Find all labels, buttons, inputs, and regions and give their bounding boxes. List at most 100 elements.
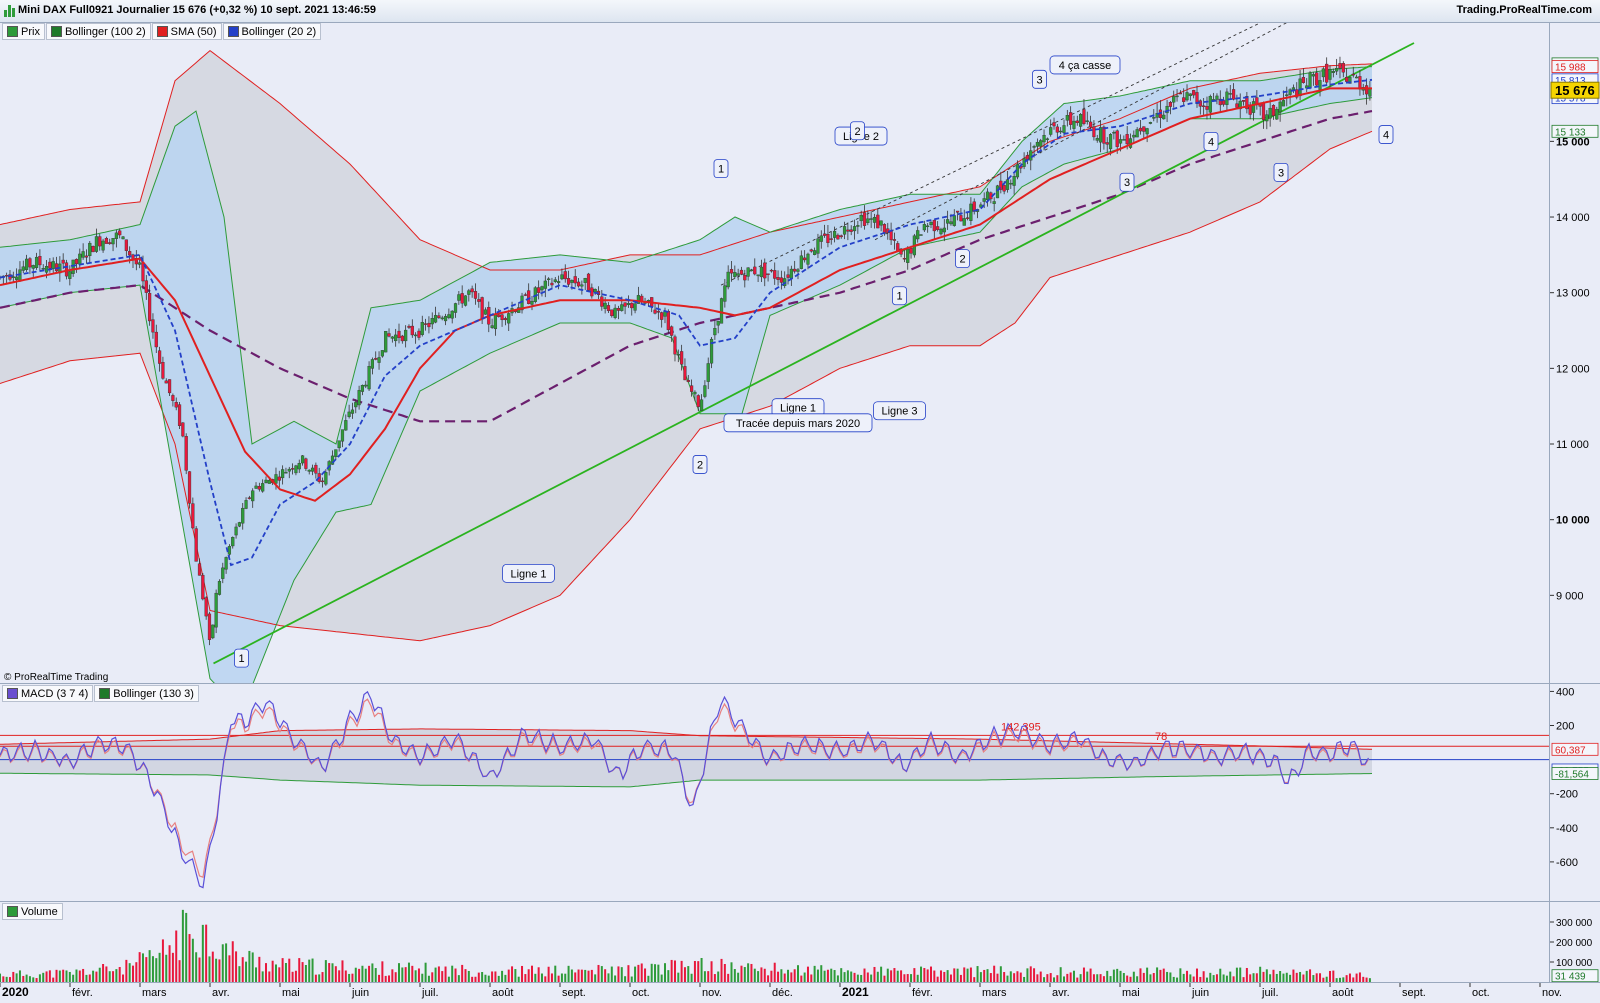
candle-body bbox=[832, 230, 837, 238]
candle-body bbox=[1351, 73, 1355, 76]
volume-bar bbox=[1069, 972, 1072, 982]
candle-body bbox=[942, 227, 946, 233]
volume-bar bbox=[318, 974, 321, 982]
candle-body bbox=[557, 281, 561, 284]
volume-bar bbox=[22, 975, 25, 982]
candle-body bbox=[653, 309, 657, 314]
candle-body bbox=[111, 238, 115, 245]
candle-body bbox=[374, 358, 378, 360]
legend-item[interactable]: SMA (50) bbox=[151, 23, 222, 40]
legend-item[interactable]: Volume bbox=[2, 903, 63, 920]
candle-body bbox=[985, 191, 990, 201]
legend-item[interactable]: Prix bbox=[2, 23, 45, 40]
candle-body bbox=[530, 300, 534, 305]
candle-body bbox=[284, 471, 288, 474]
macd-tick-label: 400 bbox=[1556, 686, 1574, 698]
candle-body bbox=[1162, 114, 1166, 120]
marker-label: 1 bbox=[896, 291, 902, 303]
candle-body bbox=[1148, 122, 1153, 124]
candle-body bbox=[108, 242, 112, 244]
volume-bar bbox=[797, 965, 799, 982]
candle-body bbox=[453, 303, 458, 313]
volume-bar bbox=[191, 938, 194, 982]
macd-tick-label: -600 bbox=[1556, 857, 1578, 869]
macd-level-box bbox=[1551, 767, 1599, 780]
volume-bar bbox=[647, 975, 650, 982]
volume-bar bbox=[205, 924, 208, 982]
legend-item[interactable]: Bollinger (130 3) bbox=[94, 685, 199, 702]
time-axis[interactable]: 2020 févr. mars avr. mai juin juil. août sept. oc… bbox=[0, 983, 1600, 1000]
annotation-label: Ligne 1 bbox=[510, 568, 546, 580]
volume-axis[interactable]: 300 000 200 000 100 000 31 439 bbox=[1550, 902, 1600, 983]
legend-item[interactable]: MACD (3 7 4) bbox=[2, 685, 94, 702]
candle-body bbox=[1125, 134, 1129, 145]
volume-bar bbox=[171, 952, 174, 982]
candle-body bbox=[197, 563, 202, 576]
candle-body bbox=[995, 185, 1000, 199]
volume-bar bbox=[1345, 975, 1348, 982]
candle-body bbox=[869, 218, 873, 220]
macd-panel[interactable]: 142,395 78 bbox=[0, 684, 1550, 901]
candle-body bbox=[1202, 105, 1206, 107]
volume-bar bbox=[560, 973, 563, 982]
volume-bar bbox=[411, 965, 414, 982]
volume-bar bbox=[830, 968, 833, 982]
volume-bar bbox=[457, 975, 460, 982]
candle-body bbox=[1055, 126, 1059, 133]
candle-body bbox=[1105, 142, 1109, 145]
volume-bar bbox=[720, 958, 723, 982]
volume-bar bbox=[138, 952, 141, 982]
macd-chart[interactable]: 142,395 78 bbox=[0, 684, 1549, 901]
volume-panel[interactable] bbox=[0, 902, 1550, 982]
candle-body bbox=[101, 240, 105, 251]
volume-chart[interactable] bbox=[0, 902, 1549, 982]
brand-label: Trading.ProRealTime.com bbox=[1456, 4, 1592, 16]
legend-item[interactable]: Bollinger (100 2) bbox=[45, 23, 151, 40]
candle-body bbox=[793, 268, 797, 272]
panel-separator[interactable] bbox=[0, 683, 1600, 684]
candle-body bbox=[1002, 185, 1006, 192]
volume-bar bbox=[750, 963, 753, 982]
candle-body bbox=[666, 311, 670, 331]
volume-bar bbox=[1272, 969, 1275, 982]
candle-body bbox=[437, 315, 441, 318]
candle-body bbox=[467, 290, 471, 295]
candle-body bbox=[1108, 134, 1113, 150]
volume-bar bbox=[1279, 971, 1282, 982]
volume-bar bbox=[673, 960, 676, 982]
price-axis[interactable]: 9 000 10 000 11 000 12 000 13 000 14 000 15 00… bbox=[1550, 23, 1600, 683]
candle-body bbox=[543, 280, 547, 289]
volume-bar bbox=[1259, 966, 1262, 982]
volume-bar bbox=[245, 961, 248, 982]
volume-bar bbox=[1059, 967, 1062, 982]
candles bbox=[0, 56, 1372, 646]
candle-body bbox=[380, 350, 384, 357]
candle-body bbox=[264, 479, 268, 483]
volume-bar bbox=[221, 944, 224, 982]
volume-bar bbox=[414, 970, 417, 982]
volume-bar bbox=[158, 952, 161, 982]
volume-bar bbox=[1269, 974, 1272, 982]
panel-separator[interactable] bbox=[0, 901, 1600, 902]
candle-body bbox=[291, 468, 295, 470]
candle-body bbox=[799, 255, 803, 269]
volume-bar bbox=[75, 969, 78, 982]
volume-bar bbox=[594, 974, 597, 982]
volume-bar bbox=[1252, 973, 1255, 982]
candle-body bbox=[626, 303, 631, 306]
candle-body bbox=[756, 274, 760, 277]
candle-body bbox=[656, 311, 660, 313]
volume-bar bbox=[481, 972, 484, 982]
time-tick-label: déc. bbox=[772, 987, 793, 999]
volume-bar bbox=[148, 950, 151, 982]
candle-body bbox=[1049, 127, 1053, 135]
candle-body bbox=[157, 350, 162, 364]
legend-item[interactable]: Bollinger (20 2) bbox=[222, 23, 322, 40]
candle-body bbox=[447, 314, 451, 318]
volume-bar bbox=[770, 970, 773, 982]
volume-bar bbox=[331, 963, 334, 982]
price-tick-label: 13 000 bbox=[1556, 288, 1590, 300]
